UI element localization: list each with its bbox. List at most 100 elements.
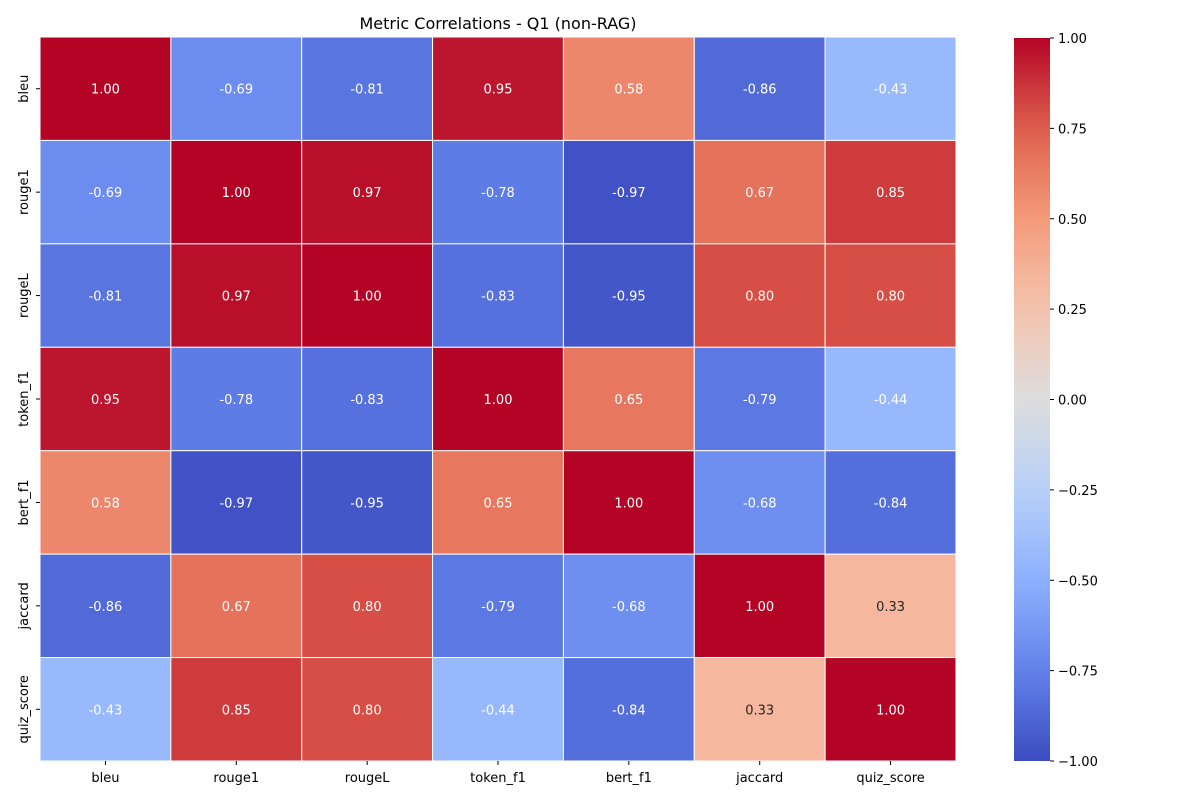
heatmap-cell [39,450,172,555]
cell-value-label: -0.44 [874,393,908,408]
heatmap-cell [824,657,957,762]
cell-value-label: 0.80 [353,600,382,615]
x-tick-label: quiz_score [856,771,924,786]
y-tick-label: bleu [17,75,32,103]
cell-value-label: -0.97 [219,496,253,511]
cell-value-label: 0.97 [353,186,382,201]
cell-value-label: -0.95 [612,290,646,305]
cell-value-label: -0.83 [350,393,384,408]
heatmap-cell [432,657,564,762]
heatmap-cell [170,36,303,141]
heatmap-cell [39,36,172,141]
cell-value-label: 0.33 [745,703,774,718]
heatmap-cell [39,139,172,245]
colorbar-tick-label: 1.00 [1058,32,1087,47]
cell-value-label: 0.80 [353,703,382,718]
cell-value-label: -0.44 [481,703,515,718]
colorbar-tick-label: −0.75 [1058,665,1098,680]
heatmap-cell [824,553,957,659]
cell-value-label: 0.95 [484,83,513,98]
y-tick-label: jaccard [17,582,32,630]
heatmap-cell [562,657,695,762]
x-tick-label: token_f1 [470,771,526,786]
cell-value-label: -0.43 [874,83,908,98]
cell-value-label: 1.00 [484,393,513,408]
heatmap-cell [301,657,434,762]
heatmap-cell [301,243,434,348]
cell-value-label: -0.95 [350,496,384,511]
cell-value-label: 1.00 [222,186,251,201]
cell-value-label: -0.81 [89,290,123,305]
heatmap-cell [693,36,826,141]
colorbar-tick-label: 0.00 [1058,394,1087,409]
heatmap-cell [301,36,434,141]
colorbar-tick-label: −0.50 [1058,574,1098,589]
cell-value-label: -0.68 [743,496,777,511]
heatmap-cell [432,36,564,141]
y-tick-label: rouge1 [17,169,32,215]
heatmap-cell [562,553,695,659]
x-axis: bleu rouge1 rougeL token_f1 bert_f1 jaccard qu… [91,761,925,786]
heatmap-cell [693,243,826,348]
chart-title: Metric Correlations - Q1 (non-RAG) [359,14,636,33]
heatmap-cell [301,139,434,245]
cell-value-label: -0.69 [89,186,123,201]
cell-value-label: -0.97 [612,186,646,201]
cell-value-label: 0.95 [91,393,120,408]
cell-value-label: 1.00 [876,703,905,718]
heatmap-cell [562,243,695,348]
colorbar-gradient [1014,38,1050,761]
y-tick-label: quiz_score [17,675,32,743]
colorbar-tick-label: 0.75 [1058,122,1087,137]
cell-value-label: 0.85 [222,703,251,718]
cell-value-label: -0.84 [612,703,646,718]
heatmap-cell [170,553,303,659]
x-tick-label: bert_f1 [606,771,652,786]
cell-value-label: -0.83 [481,290,515,305]
cell-value-label: -0.81 [350,83,384,98]
heatmap-cell [824,243,957,348]
cell-value-label: 1.00 [614,496,643,511]
colorbar-tick-label: 0.25 [1058,303,1087,318]
x-tick-label: rougeL [345,771,391,786]
cell-value-label: -0.69 [219,83,253,98]
y-tick-label: rougeL [17,272,32,318]
cell-value-label: 0.67 [222,600,251,615]
cell-value-label: 0.80 [745,290,774,305]
heatmap-cell [170,346,303,452]
cell-value-label: -0.68 [612,600,646,615]
colorbar: 1.00 0.75 0.50 0.25 0.00 −0.25 −0.50 −0.75 −1.00 [1014,32,1098,770]
colorbar-tick-label: −1.00 [1058,755,1098,770]
y-tick-label: bert_f1 [17,479,32,525]
cell-value-label: -0.86 [89,600,123,615]
cell-value-label: -0.86 [743,83,777,98]
heatmap-cell [432,553,564,659]
x-tick-label: bleu [91,771,119,786]
heatmap-cell [693,657,826,762]
heatmap-cell [39,243,172,348]
heatmap-cell [693,346,826,452]
heatmap-cell [824,346,957,452]
heatmap-cell [824,450,957,555]
cell-value-label: 0.65 [614,393,643,408]
x-tick-label: jaccard [735,771,783,786]
heatmap-cell [39,657,172,762]
cell-value-label: -0.79 [481,600,515,615]
cell-value-label: 0.33 [876,600,905,615]
cell-value-label: 1.00 [353,290,382,305]
heatmap-cell [39,553,172,659]
cell-value-label: 0.85 [876,186,905,201]
cell-value-label: 1.00 [91,83,120,98]
cell-value-label: 0.58 [91,496,120,511]
cell-value-label: 0.67 [745,186,774,201]
x-tick-label: rouge1 [213,771,259,786]
heatmap-cell [562,139,695,245]
heatmap-cell [432,243,564,348]
colorbar-tick-label: −0.25 [1058,484,1098,499]
cell-value-label: 0.65 [484,496,513,511]
cell-value-label: -0.78 [481,186,515,201]
heatmap-cell [824,139,957,245]
heatmap-cell [39,346,172,452]
